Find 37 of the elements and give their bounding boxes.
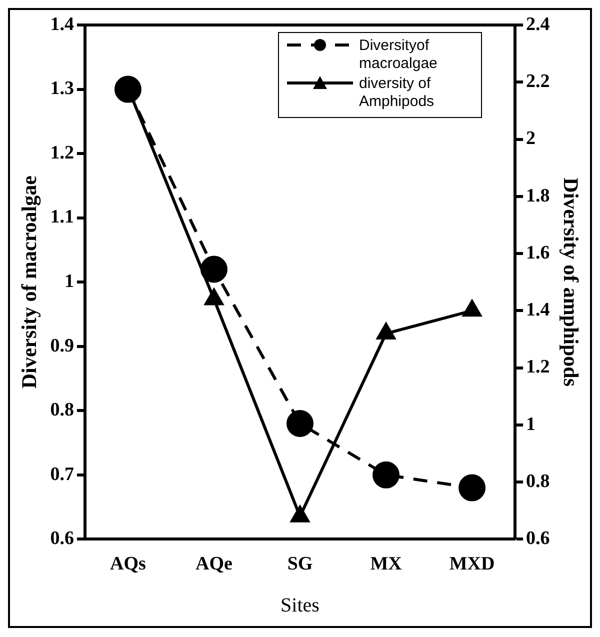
x-tick-label: AQe bbox=[196, 554, 232, 575]
point bbox=[290, 506, 310, 522]
y2-tick-label: 1 bbox=[526, 414, 536, 435]
y2-tick-label: 2 bbox=[526, 128, 536, 150]
y-tick-label: 1.4 bbox=[50, 14, 74, 35]
point bbox=[114, 76, 142, 103]
y2-tick-label: 1.2 bbox=[526, 356, 550, 378]
y-axis-title: Diversity of macroalgae bbox=[17, 176, 42, 389]
y-tick-label: 0.7 bbox=[50, 464, 74, 485]
y2-tick-label: 0.8 bbox=[526, 470, 550, 492]
y2-tick-label: 2.2 bbox=[526, 71, 550, 92]
y2-tick-label: 1.6 bbox=[526, 242, 550, 264]
y-tick-label: 1 bbox=[64, 271, 74, 292]
y2-tick-label: 1.8 bbox=[526, 185, 550, 206]
point bbox=[286, 410, 314, 438]
y2-tick-label: 1.4 bbox=[526, 300, 550, 321]
y-tick-label: 1.1 bbox=[50, 206, 74, 228]
point bbox=[372, 461, 400, 488]
legend-label: diversity of Amphipods bbox=[359, 75, 436, 111]
y-tick-label: 0.8 bbox=[50, 400, 74, 421]
point bbox=[200, 256, 228, 283]
y2-tick-label: 2.4 bbox=[526, 14, 550, 35]
x-tick-label: MXD bbox=[449, 554, 495, 575]
y-tick-label: 0.9 bbox=[50, 335, 74, 356]
x-tick-label: MX bbox=[370, 554, 402, 575]
y-tick-label: 0.6 bbox=[50, 528, 74, 550]
y-tick-label: 1.2 bbox=[50, 142, 74, 164]
y-tick-label: 1.3 bbox=[50, 78, 74, 100]
point bbox=[462, 300, 482, 317]
point bbox=[376, 323, 396, 340]
point bbox=[458, 474, 486, 502]
x-tick-label: SG bbox=[287, 554, 313, 575]
y2-axis-title: Diversity of amphipods bbox=[558, 178, 583, 387]
x-tick-label: AQs bbox=[110, 554, 146, 575]
x-axis-title: Sites bbox=[280, 594, 320, 616]
point bbox=[204, 288, 224, 306]
y2-tick-label: 0.6 bbox=[526, 528, 550, 550]
